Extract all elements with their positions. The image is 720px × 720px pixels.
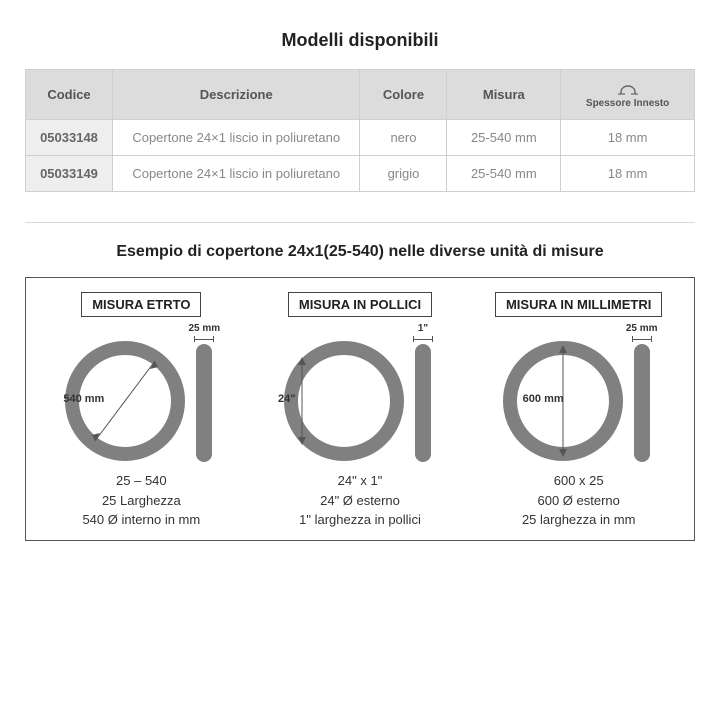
th-colore: Colore [360,70,447,120]
caption-line: 25 – 540 [34,471,249,491]
th-spessore-label: Spessore Innesto [586,98,669,109]
caption-line: 24" x 1" [253,471,468,491]
diameter-label: 540 mm [63,393,104,405]
cell-desc: Copertone 24×1 liscio in poliuretano [112,156,360,192]
caption-line: 25 larghezza in mm [471,510,686,530]
panel-heading: MISURA IN MILLIMETRI [495,292,662,317]
cell-desc: Copertone 24×1 liscio in poliuretano [112,120,360,156]
cell-code: 05033148 [26,120,113,156]
table-header-row: Codice Descrizione Colore Misura Spessor… [26,70,695,120]
width-label: 25 mm [626,323,658,334]
width-label: 1" [418,323,428,334]
tire-diagram: 24" 1" [253,323,468,463]
diameter-label: 600 mm [523,393,564,405]
caption-line: 600 Ø esterno [471,491,686,511]
width-label: 25 mm [188,323,220,334]
tire-side-icon [196,344,212,462]
tire-side-icon [634,344,650,462]
separator [25,222,695,223]
page-title: Modelli disponibili [25,30,695,51]
diameter-label: 24" [278,393,295,405]
panel-etrto: MISURA ETRTO 540 mm 25 mm 25 – 540 25 La… [34,292,249,530]
panel-millimetri: MISURA IN MILLIMETRI 600 mm 25 mm 600 x … [471,292,686,530]
panel-caption: 24" x 1" 24" Ø esterno 1" larghezza in p… [253,471,468,530]
caption-line: 540 Ø interno in mm [34,510,249,530]
caption-line: 25 Larghezza [34,491,249,511]
omega-icon [617,80,639,96]
panel-caption: 25 – 540 25 Larghezza 540 Ø interno in m… [34,471,249,530]
th-descrizione: Descrizione [112,70,360,120]
cell-colore: nero [360,120,447,156]
tire-diagram: 540 mm 25 mm [34,323,249,463]
cell-misura: 25-540 mm [447,120,561,156]
caption-line: 24" Ø esterno [253,491,468,511]
cell-colore: grigio [360,156,447,192]
th-misura: Misura [447,70,561,120]
cell-misura: 25-540 mm [447,156,561,192]
th-spessore: Spessore Innesto [561,70,695,120]
diameter-arrow-icon [284,341,404,461]
table-row: 05033148 Copertone 24×1 liscio in poliur… [26,120,695,156]
diagram-frame: MISURA ETRTO 540 mm 25 mm 25 – 540 25 La… [25,277,695,541]
models-table: Codice Descrizione Colore Misura Spessor… [25,69,695,192]
width-dimension-icon [630,336,654,342]
diagram-title: Esempio di copertone 24x1(25-540) nelle … [25,243,695,261]
cell-code: 05033149 [26,156,113,192]
panel-caption: 600 x 25 600 Ø esterno 25 larghezza in m… [471,471,686,530]
panel-pollici: MISURA IN POLLICI 24" 1" 24" x 1" 24" Ø … [253,292,468,530]
tire-side-icon [415,344,431,462]
cell-spessore: 18 mm [561,156,695,192]
caption-line: 1" larghezza in pollici [253,510,468,530]
panel-heading: MISURA IN POLLICI [288,292,432,317]
tire-diagram: 600 mm 25 mm [471,323,686,463]
table-row: 05033149 Copertone 24×1 liscio in poliur… [26,156,695,192]
width-dimension-icon [192,336,216,342]
th-codice: Codice [26,70,113,120]
caption-line: 600 x 25 [471,471,686,491]
width-dimension-icon [411,336,435,342]
cell-spessore: 18 mm [561,120,695,156]
panel-heading: MISURA ETRTO [81,292,201,317]
